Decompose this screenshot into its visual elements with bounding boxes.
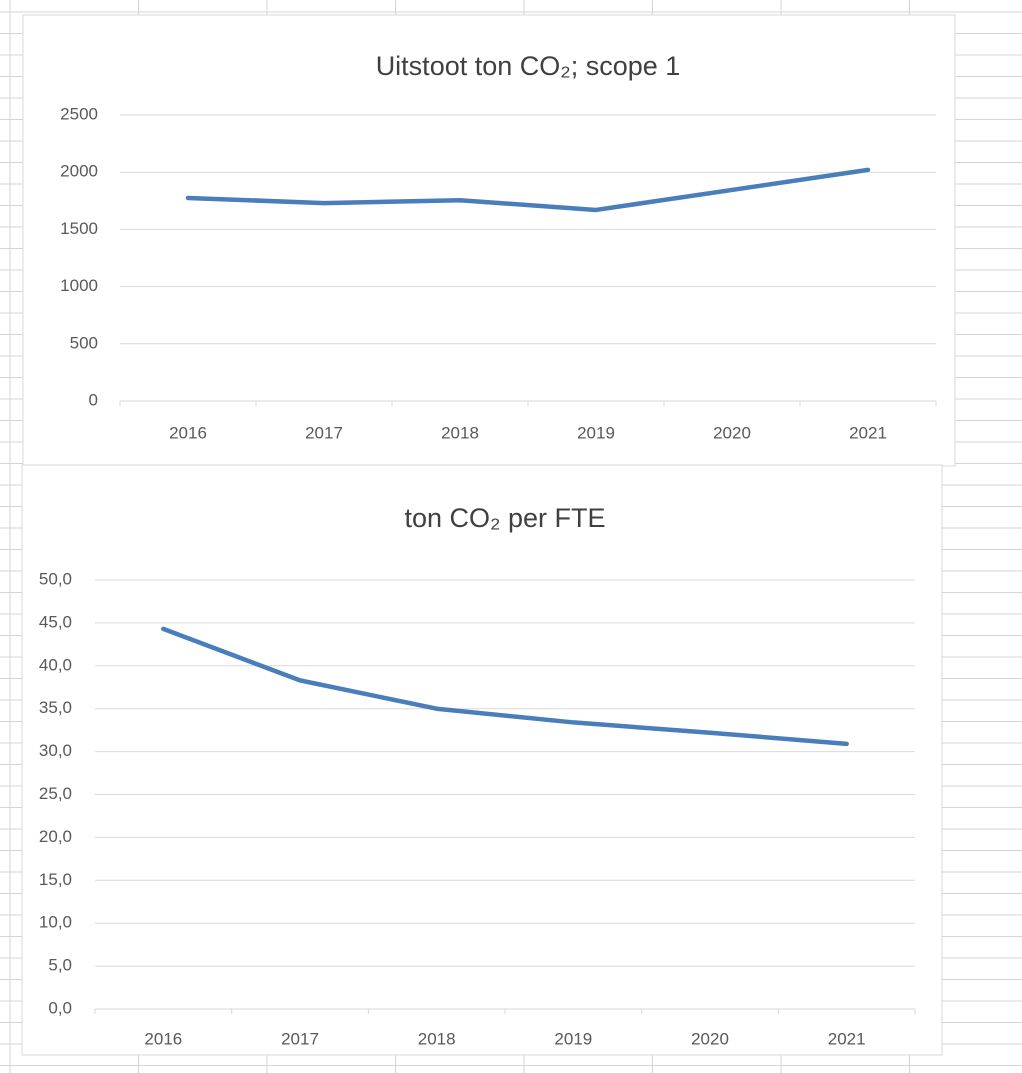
x-tick-label: 2020 bbox=[691, 1029, 729, 1048]
x-tick-label: 2020 bbox=[713, 423, 751, 442]
y-tick-label: 35,0 bbox=[39, 698, 72, 717]
x-tick-label: 2021 bbox=[849, 423, 887, 442]
y-tick-label: 2000 bbox=[60, 162, 98, 181]
y-tick-label: 20,0 bbox=[39, 827, 72, 846]
x-tick-label: 2019 bbox=[554, 1029, 592, 1048]
y-tick-label: 1000 bbox=[60, 276, 98, 295]
x-tick-label: 2016 bbox=[144, 1029, 182, 1048]
y-tick-label: 5,0 bbox=[48, 956, 72, 975]
chart-title: ton CO₂ per FTE bbox=[404, 503, 605, 533]
y-tick-label: 10,0 bbox=[39, 913, 72, 932]
x-tick-label: 2021 bbox=[828, 1029, 866, 1048]
y-tick-label: 2500 bbox=[60, 104, 98, 123]
data-line bbox=[161, 626, 849, 747]
y-tick-label: 50,0 bbox=[39, 569, 72, 588]
y-tick-label: 0,0 bbox=[48, 998, 72, 1017]
y-tick-label: 30,0 bbox=[39, 741, 72, 760]
chart-title: Uitstoot ton CO₂; scope 1 bbox=[376, 51, 681, 81]
x-tick-label: 2017 bbox=[305, 423, 343, 442]
x-tick-label: 2019 bbox=[577, 423, 615, 442]
y-tick-label: 0 bbox=[89, 390, 98, 409]
y-tick-label: 25,0 bbox=[39, 784, 72, 803]
data-line bbox=[185, 167, 871, 213]
y-tick-label: 45,0 bbox=[39, 612, 72, 631]
y-tick-label: 500 bbox=[70, 333, 98, 352]
y-tick-label: 1500 bbox=[60, 219, 98, 238]
y-tick-label: 40,0 bbox=[39, 655, 72, 674]
chart-area bbox=[22, 14, 956, 467]
x-tick-label: 2018 bbox=[441, 423, 479, 442]
y-tick-label: 15,0 bbox=[39, 870, 72, 889]
chart-area bbox=[21, 464, 943, 1056]
x-tick-label: 2018 bbox=[418, 1029, 456, 1048]
x-tick-label: 2017 bbox=[281, 1029, 319, 1048]
x-tick-label: 2016 bbox=[169, 423, 207, 442]
